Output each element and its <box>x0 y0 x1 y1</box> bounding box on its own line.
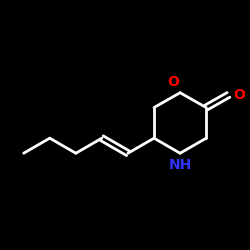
Text: O: O <box>233 88 245 102</box>
Text: NH: NH <box>168 158 192 172</box>
Text: O: O <box>168 75 179 89</box>
